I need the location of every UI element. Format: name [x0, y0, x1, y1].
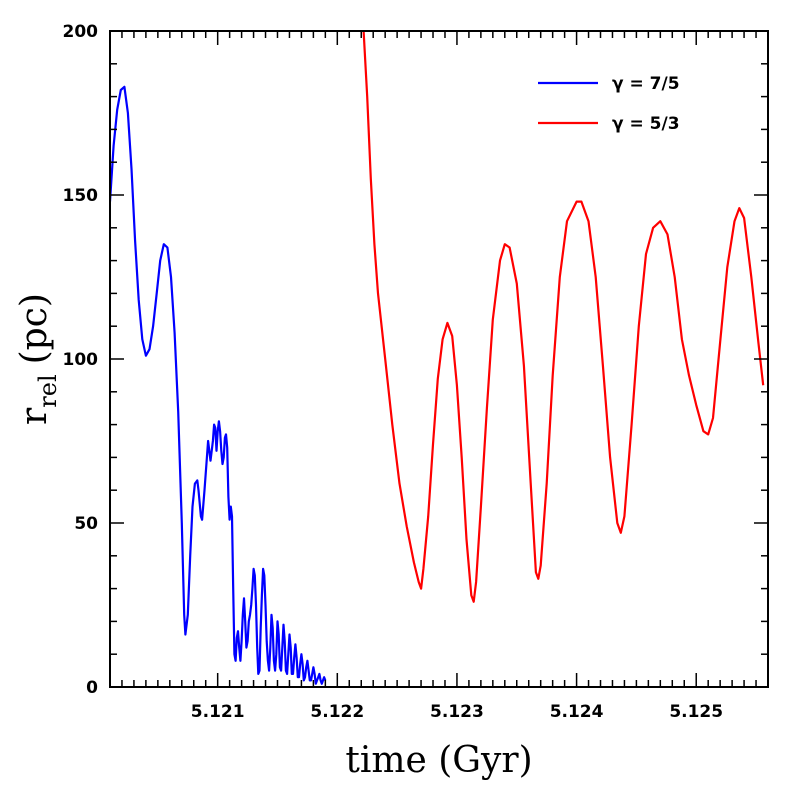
series-line-2 — [362, 31, 765, 603]
x-tick-label: 5.121 — [191, 702, 245, 722]
y-tick-label: 200 — [63, 22, 99, 42]
y-axis-label-subscript: rel — [34, 374, 62, 407]
legend: γ = 7/5 γ = 5/3 — [538, 74, 680, 134]
plot-frame — [109, 30, 769, 688]
y-axis-label-main: r — [14, 407, 55, 425]
series-layer — [110, 31, 765, 685]
y-axis-label: rrel (pc) — [14, 293, 62, 425]
x-tick-label: 5.122 — [310, 702, 364, 722]
y-tick-label: 100 — [63, 350, 99, 370]
legend-label-series-2: γ = 5/3 — [612, 114, 680, 134]
series-line-1 — [110, 85, 327, 685]
tick-layer — [109, 30, 769, 688]
y-tick-label: 150 — [63, 186, 99, 206]
x-tick-label: 5.124 — [550, 702, 604, 722]
tick-label-layer: 5.121 5.122 5.123 5.124 5.125 0 50 100 150 200 — [63, 22, 724, 722]
y-tick-label: 0 — [86, 678, 98, 698]
x-tick-label: 5.123 — [430, 702, 484, 722]
y-axis-label-unit: (pc) — [14, 293, 55, 364]
x-tick-label: 5.125 — [669, 702, 723, 722]
x-axis-label: time (Gyr) — [345, 740, 532, 781]
y-tick-label: 50 — [74, 514, 98, 534]
legend-label-series-1: γ = 7/5 — [612, 74, 680, 94]
